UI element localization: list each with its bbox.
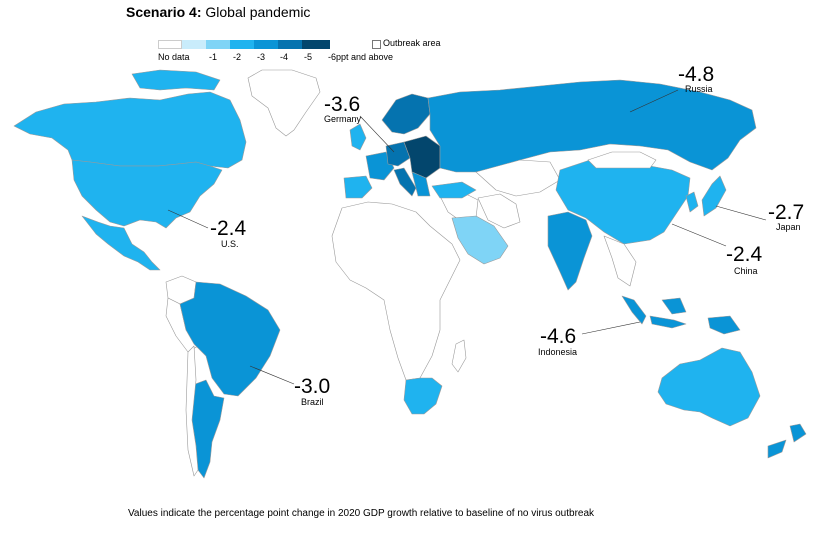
- uk-shape: [349, 123, 367, 151]
- scandinavia-shape: [381, 93, 431, 135]
- leader-japan: [715, 205, 767, 221]
- legend-swatch-2: [206, 40, 230, 49]
- us-name: U.S.: [221, 239, 239, 249]
- legend-swatch-5: [278, 40, 302, 49]
- turkey-shape: [431, 181, 477, 199]
- legend-swatch-4: [254, 40, 278, 49]
- legend-label-3: -3: [257, 52, 266, 62]
- spain-shape: [343, 175, 373, 199]
- indonesia-shape-2: [649, 315, 687, 329]
- iran-shape: [477, 193, 521, 229]
- usa-shape: [71, 159, 223, 229]
- us-value: -2.4: [210, 217, 247, 240]
- leader-china: [671, 223, 727, 247]
- legend-label-no-data: No data: [158, 52, 190, 62]
- germany-shape: [385, 141, 411, 167]
- france-shape: [365, 151, 395, 181]
- outbreak-area-label: Outbreak area: [383, 38, 441, 48]
- se-asia-shape: [603, 235, 637, 287]
- indonesia-shape-3: [661, 297, 687, 315]
- legend-swatch-3: [230, 40, 254, 49]
- canada-shape: [13, 91, 247, 169]
- china-name: China: [734, 266, 758, 276]
- japan-shape: [701, 175, 727, 217]
- indonesia-shape-1: [621, 295, 647, 325]
- outbreak-area-swatch: [372, 40, 381, 49]
- greenland-shape: [247, 69, 321, 137]
- south-africa-shape: [403, 377, 443, 415]
- germany-value: -3.6: [324, 93, 361, 116]
- germany-name: Germany: [324, 114, 362, 124]
- india-shape: [547, 211, 593, 291]
- leader-brazil: [249, 365, 295, 385]
- indonesia-name: Indonesia: [538, 347, 578, 357]
- leader-russia: [629, 89, 679, 113]
- legend-label-5: -5: [304, 52, 313, 62]
- chile-shape: [185, 345, 199, 477]
- korea-shape: [685, 191, 699, 213]
- central-asia-shape: [475, 159, 561, 197]
- indonesia-shape-4: [707, 315, 741, 335]
- legend-label-1: -1: [209, 52, 218, 62]
- new-zealand-shape: [789, 423, 807, 443]
- legend-label-2: -2: [233, 52, 242, 62]
- footnote: Values indicate the percentage point cha…: [128, 508, 595, 519]
- australia-shape: [657, 347, 761, 427]
- russia-value: -4.8: [678, 63, 715, 86]
- legend-label-4: -4: [280, 52, 289, 62]
- japan-name: Japan: [776, 222, 801, 232]
- mexico-shape: [81, 215, 161, 271]
- saudi-arabia-shape: [451, 215, 509, 265]
- japan-value: -2.7: [768, 201, 805, 224]
- brazil-name: Brazil: [301, 397, 324, 407]
- leader-us: [167, 209, 209, 229]
- new-zealand-south-shape: [767, 439, 787, 459]
- legend: No data -1 -2 -3 -4 -5 -6ppt and above O…: [158, 38, 478, 64]
- china-value: -2.4: [726, 243, 763, 266]
- madagascar-shape: [451, 339, 467, 373]
- legend-swatch-6: [302, 40, 330, 49]
- eastern-europe-shape: [403, 135, 441, 179]
- chart-title: Scenario 4: Global pandemic: [126, 4, 310, 20]
- indonesia-value: -4.6: [540, 325, 577, 348]
- legend-swatch-no-data: [158, 40, 182, 49]
- russia-shape: [427, 79, 757, 173]
- brazil-value: -3.0: [294, 375, 331, 398]
- balkans-shape: [411, 171, 431, 197]
- leader-germany: [359, 115, 395, 153]
- legend-label-6: -6ppt and above: [328, 52, 394, 62]
- russia-name: Russia: [685, 84, 713, 94]
- africa-shape: [331, 201, 461, 381]
- canada-islands-shape: [131, 69, 221, 91]
- leader-indonesia: [581, 321, 641, 335]
- title-rest: Global pandemic: [205, 4, 311, 20]
- brazil-shape: [179, 281, 281, 397]
- mongolia-shape: [587, 151, 657, 169]
- title-bold: Scenario 4:: [126, 4, 202, 20]
- legend-swatch-1: [182, 40, 206, 49]
- italy-shape: [393, 167, 417, 197]
